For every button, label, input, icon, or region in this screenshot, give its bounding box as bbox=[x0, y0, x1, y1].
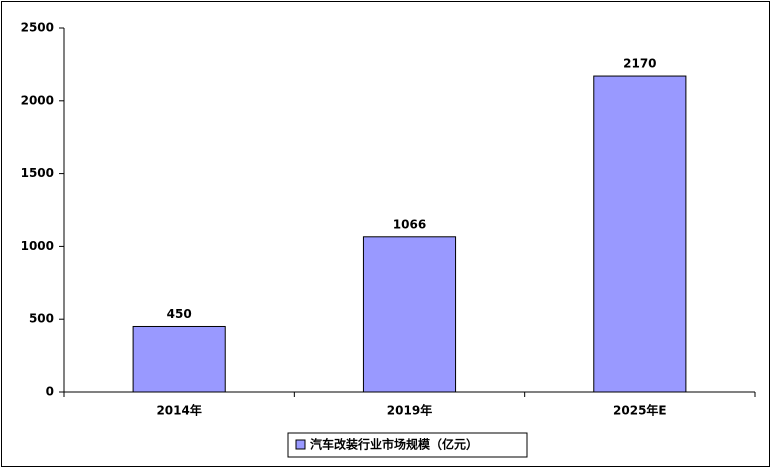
bar bbox=[362, 236, 457, 393]
data-label: 450 bbox=[167, 307, 192, 321]
y-tick-label: 2500 bbox=[21, 21, 54, 35]
bar bbox=[593, 75, 687, 393]
x-tick-label: 2019年 bbox=[387, 403, 432, 418]
y-tick-label: 2000 bbox=[21, 93, 54, 107]
y-tick-label: 500 bbox=[29, 312, 54, 326]
x-tick-label: 2014年 bbox=[156, 403, 201, 418]
bar bbox=[132, 325, 226, 393]
legend-swatch bbox=[295, 439, 306, 450]
y-tick-label: 1500 bbox=[21, 166, 54, 180]
legend-box bbox=[287, 432, 528, 458]
legend-label: 汽车改装行业市场规模（亿元） bbox=[310, 437, 478, 452]
y-tick-label: 1000 bbox=[21, 239, 54, 253]
y-tick-label: 0 bbox=[46, 385, 54, 399]
data-label: 2170 bbox=[623, 57, 656, 71]
x-tick-label: 2025年E bbox=[613, 403, 667, 418]
data-label: 1066 bbox=[393, 217, 426, 231]
